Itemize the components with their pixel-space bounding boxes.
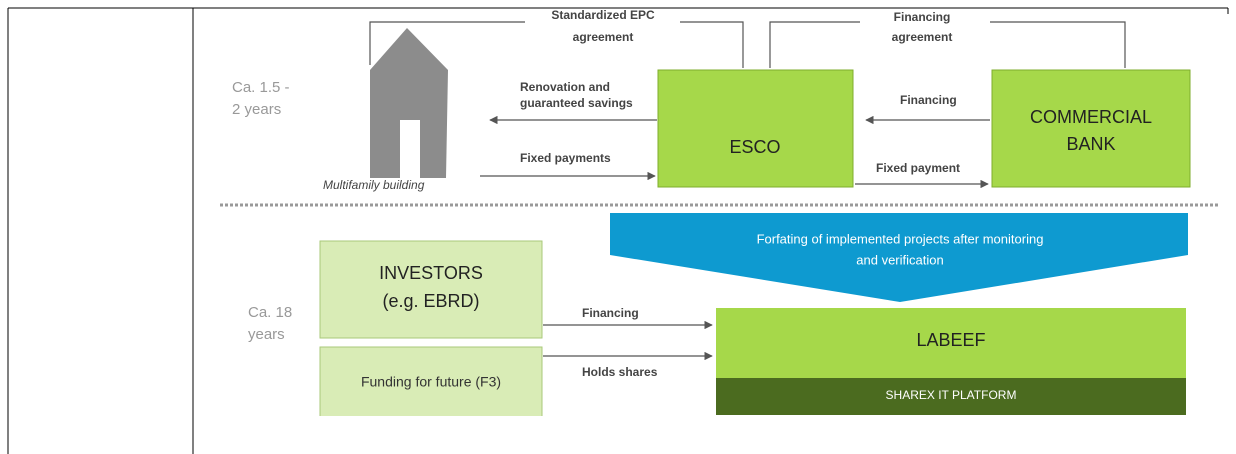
- flow-label: Renovation and: [520, 80, 610, 94]
- duration: years: [248, 326, 285, 343]
- financing-bracket: [990, 21, 1126, 68]
- duration: Ca. 18: [248, 304, 292, 321]
- label: agreement: [573, 30, 634, 44]
- flow-label: Holds shares: [582, 365, 658, 379]
- flow-label: Financing: [900, 93, 957, 107]
- epc-bracket: [369, 21, 525, 65]
- label: Standardized EPC: [551, 8, 655, 22]
- bank-box: [991, 69, 1191, 188]
- labeef-box: [716, 308, 1186, 378]
- banner-text: and verification: [856, 252, 943, 267]
- flow-label: Financing: [582, 306, 639, 320]
- bank-label: COMMERCIAL: [1030, 107, 1152, 127]
- platform-label: SHAREX IT PLATFORM: [886, 388, 1017, 402]
- flow-label: guaranteed savings: [520, 96, 633, 110]
- labeef-label: LABEEF: [916, 330, 985, 350]
- investors-box: [319, 240, 543, 339]
- platform-bar: [716, 378, 1186, 415]
- banner-text: Forfating of implemented projects after …: [757, 231, 1044, 246]
- building-label: Multifamily building: [323, 178, 425, 192]
- flow-label: Fixed payment: [876, 161, 960, 175]
- bank-label: BANK: [1066, 134, 1115, 154]
- financing-bracket: [769, 21, 860, 68]
- esco-label: ESCO: [729, 137, 780, 157]
- banner: [610, 213, 1188, 302]
- flow-label: Fixed payments: [520, 151, 611, 165]
- funding-label: Funding for future (F3): [361, 374, 501, 390]
- investors-label: (e.g. EBRD): [382, 291, 479, 311]
- label: Financing: [894, 10, 951, 24]
- duration: Ca. 1.5 -: [232, 79, 290, 96]
- esco-box: [657, 69, 854, 188]
- duration: 2 years: [232, 101, 281, 118]
- funding-box: [319, 346, 543, 423]
- house-icon: [370, 28, 448, 178]
- investors-label: INVESTORS: [379, 263, 483, 283]
- table-frame: [7, 7, 1229, 454]
- crop-mask: [300, 416, 560, 454]
- epc-bracket: [680, 21, 744, 68]
- label: agreement: [892, 30, 953, 44]
